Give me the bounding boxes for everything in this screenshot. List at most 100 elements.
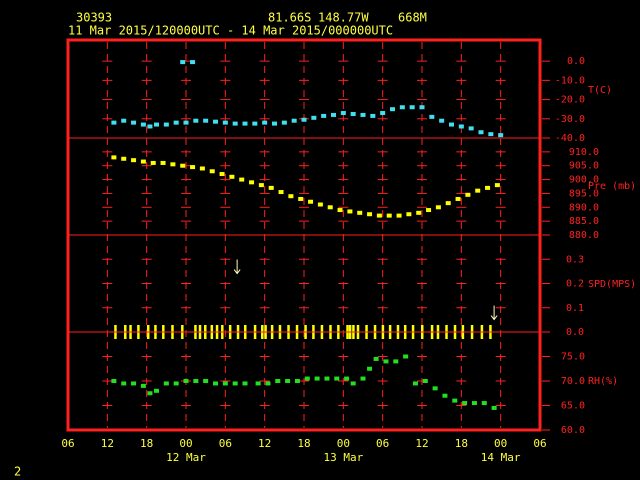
- data-point: [380, 111, 386, 116]
- data-point: [340, 111, 346, 116]
- data-point: [376, 213, 382, 218]
- y-tick-label: 0.2: [566, 279, 584, 290]
- data-point: [350, 111, 356, 116]
- y-tick-label: -20.0: [555, 95, 585, 106]
- x-tick-label: 18: [297, 437, 310, 450]
- data-point: [350, 381, 356, 386]
- data-point: [478, 130, 484, 135]
- data-point: [288, 194, 294, 199]
- data-point: [393, 359, 399, 364]
- data-point: [419, 105, 425, 110]
- data-point: [219, 172, 225, 177]
- data-point: [140, 383, 146, 388]
- data-point: [232, 121, 238, 126]
- data-point: [160, 160, 166, 165]
- data-point: [321, 113, 327, 118]
- data-point: [213, 119, 218, 124]
- data-point: [239, 177, 245, 182]
- data-point: [314, 376, 320, 381]
- data-point: [317, 202, 323, 207]
- data-point: [462, 401, 468, 406]
- data-point: [488, 132, 494, 137]
- x-tick-label: 00: [337, 437, 350, 450]
- data-point: [272, 121, 277, 126]
- data-point: [242, 121, 248, 126]
- station-id: 30393: [76, 11, 112, 25]
- data-point: [426, 208, 432, 213]
- data-point: [140, 122, 146, 127]
- data-point: [475, 188, 481, 193]
- data-point: [268, 185, 274, 190]
- data-point: [331, 112, 336, 117]
- data-point: [455, 196, 461, 201]
- y-tick-label: 905.0: [569, 161, 599, 172]
- data-point: [213, 381, 218, 386]
- data-point: [183, 379, 189, 383]
- data-point: [180, 163, 186, 168]
- data-point: [140, 159, 146, 164]
- y-tick-label: 900.0: [569, 175, 599, 186]
- data-point: [111, 155, 117, 160]
- data-point: [334, 376, 340, 381]
- data-point: [452, 398, 458, 403]
- data-point: [193, 118, 199, 123]
- data-point: [311, 115, 317, 120]
- y-tick-label: 60.0: [561, 425, 585, 436]
- y-axis-label: T(C): [588, 85, 612, 96]
- data-point: [324, 376, 330, 381]
- data-point: [298, 196, 304, 201]
- data-point: [370, 113, 376, 118]
- data-point: [173, 120, 179, 125]
- y-tick-label: 895.0: [569, 188, 599, 199]
- data-point: [252, 121, 258, 126]
- y-tick-label: 70.0: [561, 376, 585, 387]
- data-point: [412, 381, 418, 386]
- y-tick-label: 885.0: [569, 216, 599, 227]
- data-point: [131, 381, 137, 386]
- data-point: [170, 162, 176, 167]
- data-point: [229, 174, 235, 179]
- data-point: [491, 405, 497, 410]
- x-tick-label: 12: [258, 437, 271, 450]
- data-point: [111, 120, 117, 125]
- data-point: [481, 401, 487, 406]
- data-point: [154, 122, 159, 127]
- data-point: [406, 212, 412, 217]
- data-point: [147, 391, 153, 396]
- data-point: [367, 212, 373, 217]
- data-point: [301, 117, 307, 122]
- data-point: [294, 379, 300, 383]
- y-axis-label: Pre (mb): [588, 181, 636, 192]
- data-point: [258, 183, 264, 188]
- x-tick-label: 18: [455, 437, 468, 450]
- data-point: [199, 166, 205, 171]
- data-point: [121, 156, 127, 161]
- data-point: [255, 381, 261, 386]
- data-point: [439, 118, 445, 123]
- data-point: [222, 120, 228, 125]
- y-tick-label: -10.0: [555, 75, 585, 86]
- data-point: [222, 381, 228, 386]
- data-point: [154, 388, 159, 393]
- y-tick-label: 910.0: [569, 147, 599, 158]
- data-point: [399, 105, 405, 110]
- data-point: [150, 160, 156, 165]
- data-point: [465, 192, 471, 197]
- x-tick-label: 12: [101, 437, 114, 450]
- period: 11 Mar 2015/120000UTC - 14 Mar 2015/0000…: [68, 24, 393, 38]
- data-point: [308, 199, 314, 204]
- data-point: [373, 356, 379, 361]
- x-tick-label: 12: [415, 437, 428, 450]
- y-tick-label: 890.0: [569, 202, 599, 213]
- y-tick-label: -30.0: [555, 114, 585, 125]
- y-tick-label: 0.0: [567, 56, 585, 67]
- data-point: [396, 213, 402, 218]
- data-point: [163, 122, 169, 127]
- y-tick-label: 75.0: [561, 352, 585, 363]
- data-point: [262, 120, 268, 125]
- data-point: [390, 107, 395, 112]
- y-axis-label: SPD(MPS): [588, 279, 636, 290]
- data-point: [458, 124, 464, 129]
- data-point: [429, 114, 435, 119]
- x-tick-label: 06: [219, 437, 232, 450]
